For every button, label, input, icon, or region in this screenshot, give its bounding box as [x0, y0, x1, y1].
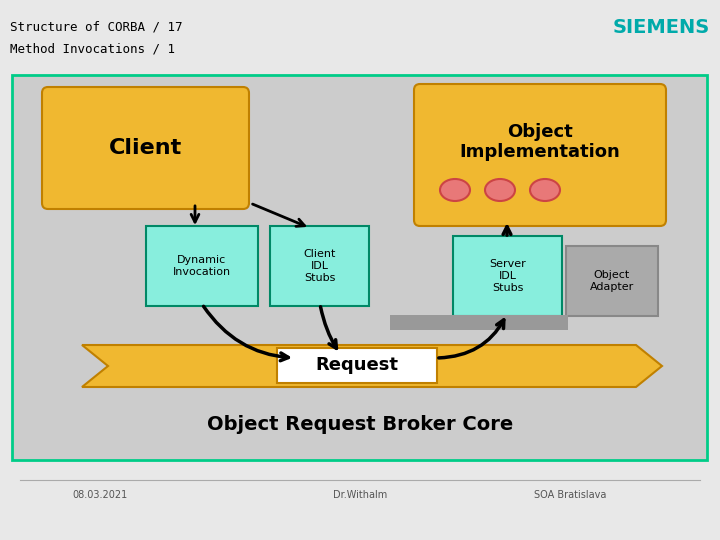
FancyBboxPatch shape — [453, 236, 562, 316]
Text: Object Request Broker Core: Object Request Broker Core — [207, 415, 513, 435]
Text: Object
Implementation: Object Implementation — [459, 123, 621, 161]
Text: Request: Request — [315, 356, 398, 375]
FancyBboxPatch shape — [414, 84, 666, 226]
FancyBboxPatch shape — [566, 246, 658, 316]
Text: Method Invocations / 1: Method Invocations / 1 — [10, 42, 175, 55]
Text: Server
IDL
Stubs: Server IDL Stubs — [489, 259, 526, 293]
Text: SIEMENS: SIEMENS — [613, 18, 710, 37]
FancyBboxPatch shape — [42, 87, 249, 209]
Bar — [0, 0, 720, 75]
Text: Client: Client — [109, 138, 182, 158]
FancyBboxPatch shape — [270, 226, 369, 306]
Text: Dr.Withalm: Dr.Withalm — [333, 490, 387, 500]
Bar — [12, 75, 707, 460]
Text: Client
IDL
Stubs: Client IDL Stubs — [303, 249, 336, 282]
Text: 08.03.2021: 08.03.2021 — [73, 490, 127, 500]
Text: SOA Bratislava: SOA Bratislava — [534, 490, 606, 500]
Text: Object
Adapter: Object Adapter — [590, 270, 634, 292]
Ellipse shape — [485, 179, 515, 201]
Ellipse shape — [440, 179, 470, 201]
Polygon shape — [82, 345, 662, 387]
Text: Structure of CORBA / 17: Structure of CORBA / 17 — [10, 20, 182, 33]
FancyBboxPatch shape — [146, 226, 258, 306]
FancyBboxPatch shape — [277, 348, 437, 383]
Bar — [390, 315, 568, 330]
Text: Dynamic
Invocation: Dynamic Invocation — [173, 255, 231, 277]
Ellipse shape — [530, 179, 560, 201]
